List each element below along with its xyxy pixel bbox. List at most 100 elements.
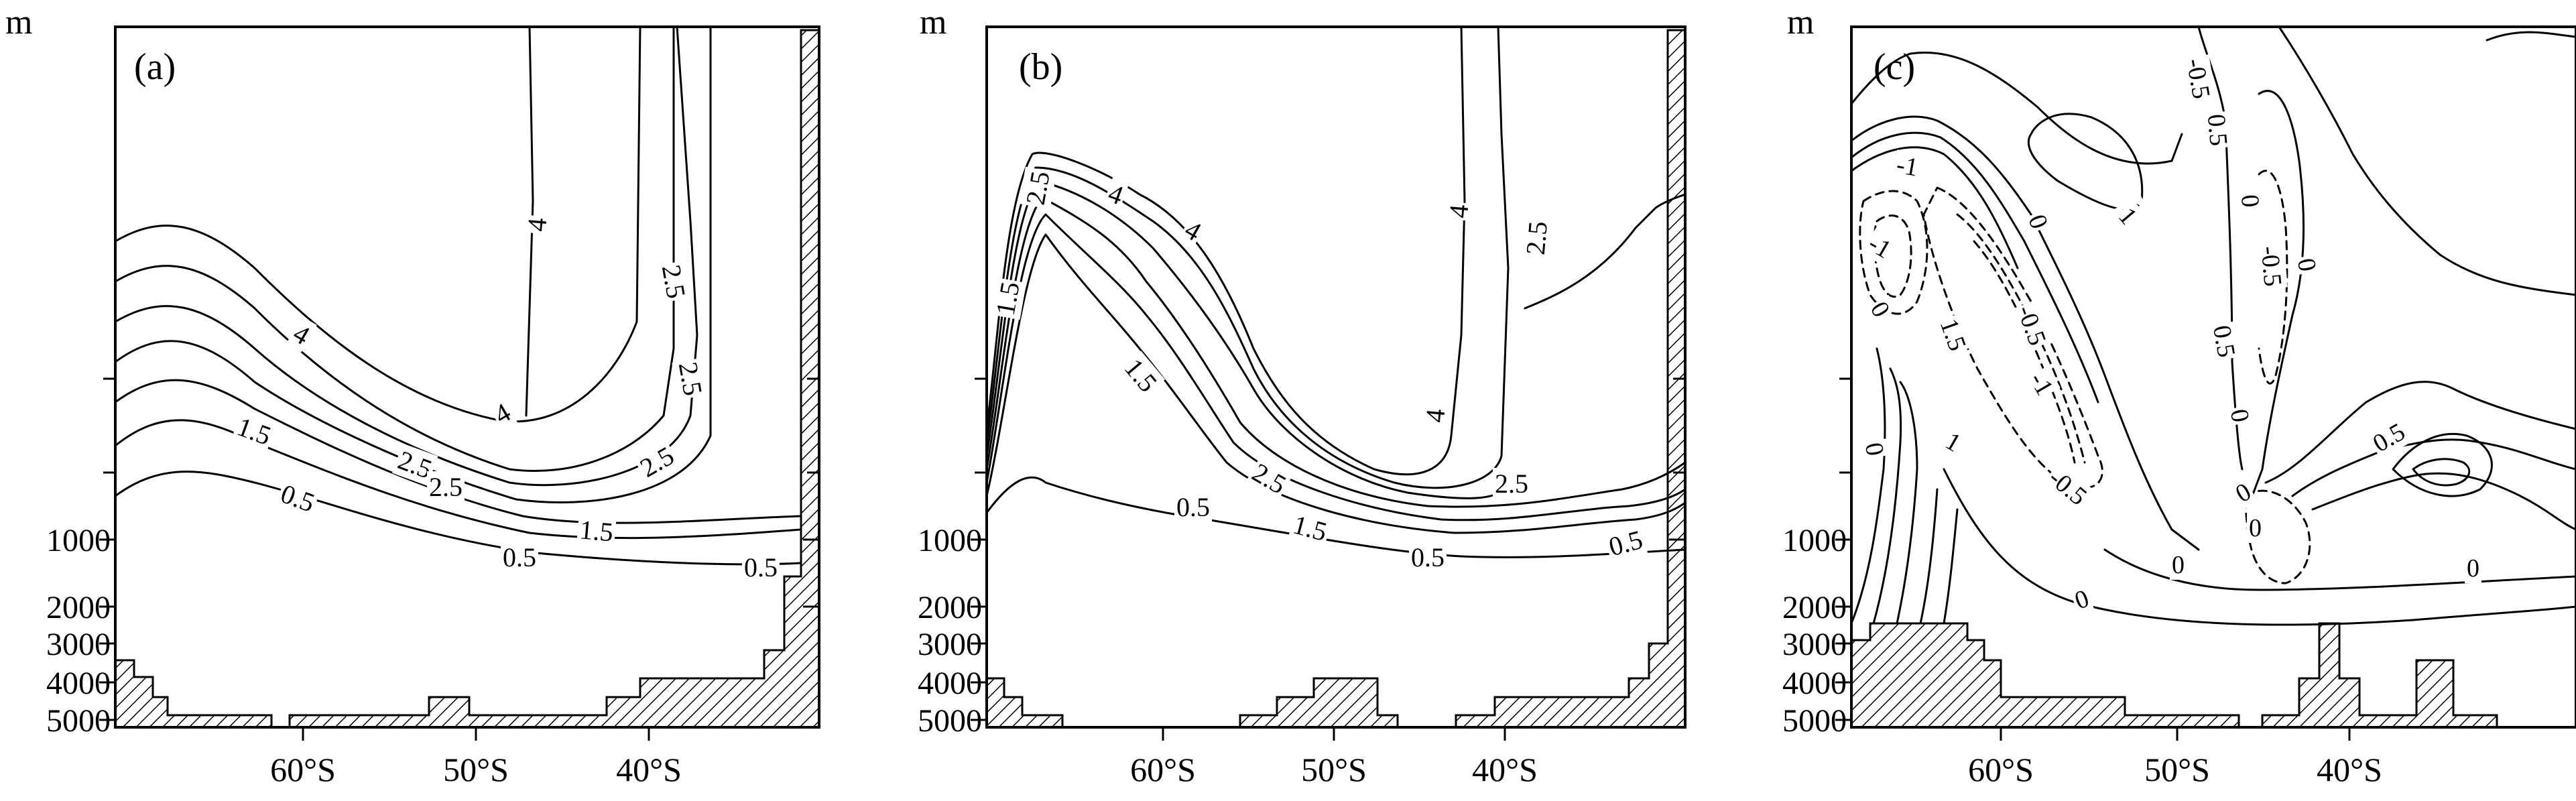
- panel-b-ticks: [971, 377, 1685, 741]
- panel-b-contour-label: 0.5: [1411, 542, 1445, 572]
- panel-b-y-tick-label: 5000: [918, 703, 982, 739]
- panel-a-contour: [114, 379, 802, 524]
- contour-label-background: [2021, 208, 2055, 235]
- contour-label-background: [2010, 299, 2053, 352]
- panel-a-y-tick-labels: 1000 2000 3000 4000 5000: [46, 523, 111, 739]
- contour-label-background: [427, 471, 465, 503]
- panel-b-y-tick-label: 1000: [918, 523, 982, 558]
- contour-label-background: [2111, 200, 2145, 233]
- panel-b-contour-label: 1.5: [990, 280, 1026, 318]
- panel-b-contour-labels: 2.5 4 4 1.5 1.5 4 2.5 2.5 4 2.5 1.5 0.5 …: [989, 166, 1648, 573]
- panel-c-contour: [1850, 146, 2019, 269]
- panel-c-contour-label: -0.5: [2256, 245, 2287, 288]
- panel-c-contour-label: 0.5: [2368, 418, 2410, 458]
- panel-b-bathymetry-left: [985, 677, 1064, 729]
- contour-label-background: [1861, 227, 1898, 266]
- panel-c-contour: [1850, 347, 1886, 625]
- panel-b-contour-label: 2.5: [1020, 169, 1056, 207]
- panel-c-contour: [1850, 115, 2200, 551]
- contour-label-background: [1177, 212, 1209, 249]
- panel-b-x-tick-label: 40°S: [1472, 751, 1538, 788]
- panel-a-contour: [114, 25, 698, 487]
- panel-a-contour: [114, 419, 802, 540]
- contour-label-background: [1245, 455, 1294, 502]
- panel-a-y-tick-label: 3000: [46, 627, 111, 662]
- panel-a-label: (a): [134, 46, 176, 88]
- panel-b-frame: [985, 25, 1686, 729]
- panel-c-contour-label: 0: [2467, 554, 2479, 582]
- contour-label-background: [2069, 582, 2095, 617]
- panel-c-frame: [1850, 25, 2576, 729]
- panel-c-x-tick-label: 40°S: [2317, 751, 2382, 788]
- panel-b-contour: [985, 476, 1686, 558]
- panel-c-y-tick-label: 4000: [1782, 666, 1847, 701]
- panel-c-contour-label: 0: [2235, 193, 2264, 208]
- contour-label-background: [1174, 491, 1212, 523]
- panel-b-bathymetry-right: [1455, 29, 1686, 729]
- panel-a: m (a) 4 4 4 2.5 2.5 2.5 2.5 2.5 1.5 1.5 …: [5, 3, 820, 788]
- contour-label-background: [2179, 54, 2217, 103]
- contour-label-background: [1409, 542, 1447, 573]
- panel-a-frame: [114, 25, 820, 729]
- contour-label-background: [2201, 111, 2234, 149]
- panel-b-contour: [985, 233, 1686, 534]
- contour-label-background: [2223, 404, 2256, 427]
- panel-a-contour-label: 1.5: [578, 514, 615, 547]
- panel-b-y-tick-label: 2000: [918, 590, 982, 625]
- panel-b-y-tick-label: 4000: [918, 666, 982, 701]
- contour-label-background: [2234, 191, 2266, 211]
- panel-c-contour-negative: [1859, 190, 1928, 315]
- panel-b-y-tick-labels: 1000 2000 3000 4000 5000: [918, 523, 982, 739]
- panel-c-y-tick-label: 2000: [1782, 590, 1847, 625]
- contour-label-background: [2041, 461, 2095, 513]
- panel-c-y-tick-labels: 1000 2000 3000 4000 5000: [1782, 523, 1847, 739]
- panel-c-contour-negative: [1956, 213, 2086, 464]
- panel-c-bathymetry-right: [2261, 622, 2498, 729]
- panel-a-y-tick-label: 2000: [46, 590, 111, 625]
- contour-label-background: [1858, 438, 1890, 460]
- panel-a-contour-label: 2.5: [673, 360, 709, 398]
- panel-a-contour: [114, 471, 802, 566]
- contour-label-background: [1603, 523, 1648, 564]
- panel-c: m (c) -0.5 -1: [1782, 3, 2576, 788]
- panel-a-y-tick-label: 5000: [46, 703, 111, 739]
- panel-c-contour: [2251, 90, 2305, 497]
- contour-label-background: [742, 552, 780, 583]
- contour-label-background: [2170, 550, 2187, 580]
- panel-c-x-tick-labels: 60°S 50°S 40°S: [1968, 751, 2382, 788]
- panel-a-contour: [114, 25, 641, 423]
- contour-label-background: [1938, 425, 1968, 460]
- panel-c-contour: [2291, 438, 2576, 497]
- panel-b-contour: [985, 213, 1686, 521]
- panel-b-contour-label: 2.5: [1247, 457, 1292, 500]
- panel-b-contour-label: 2.5: [1520, 220, 1553, 256]
- panel-b-contour: [985, 180, 1510, 499]
- panel-c-y-tick-label: 1000: [1782, 523, 1847, 558]
- panel-c-contour-label: 0.5: [2207, 323, 2241, 359]
- panel-b-contour-label: 0.5: [1176, 492, 1210, 522]
- panel-a-contour: [114, 25, 712, 503]
- panel-c-ticks: [1835, 377, 2351, 741]
- panel-c-contour-label: 0: [2172, 551, 2185, 579]
- panel-a-ticks: [99, 377, 819, 741]
- contour-label-background: [520, 214, 554, 235]
- panel-c-contour: [1872, 367, 1902, 625]
- panel-c-contour: [1943, 468, 2576, 626]
- panel-c-contour: [1850, 52, 2183, 165]
- panel-c-contour-label: -0.5: [2043, 464, 2092, 511]
- panel-a-x-tick-label: 50°S: [443, 751, 509, 788]
- contour-label-background: [274, 477, 321, 519]
- panel-a-contour-label: 0.5: [744, 552, 778, 582]
- contour-label-background: [1019, 166, 1057, 210]
- panel-c-contour-label: 0: [2249, 514, 2262, 542]
- panel-c-contour: [2392, 432, 2493, 497]
- panel-a-contour-label: 2.5: [429, 472, 463, 502]
- panel-a-y-tick-label: 4000: [46, 666, 111, 701]
- contour-label-background: [2206, 321, 2242, 362]
- panel-c-x-tick-label: 60°S: [1968, 751, 2034, 788]
- contour-label-background: [989, 277, 1027, 320]
- contour-label-background: [655, 260, 693, 303]
- panel-a-bathymetry-right: [288, 29, 820, 729]
- panel-c-contour: [2278, 25, 2576, 296]
- contour-label-background: [1102, 176, 1130, 212]
